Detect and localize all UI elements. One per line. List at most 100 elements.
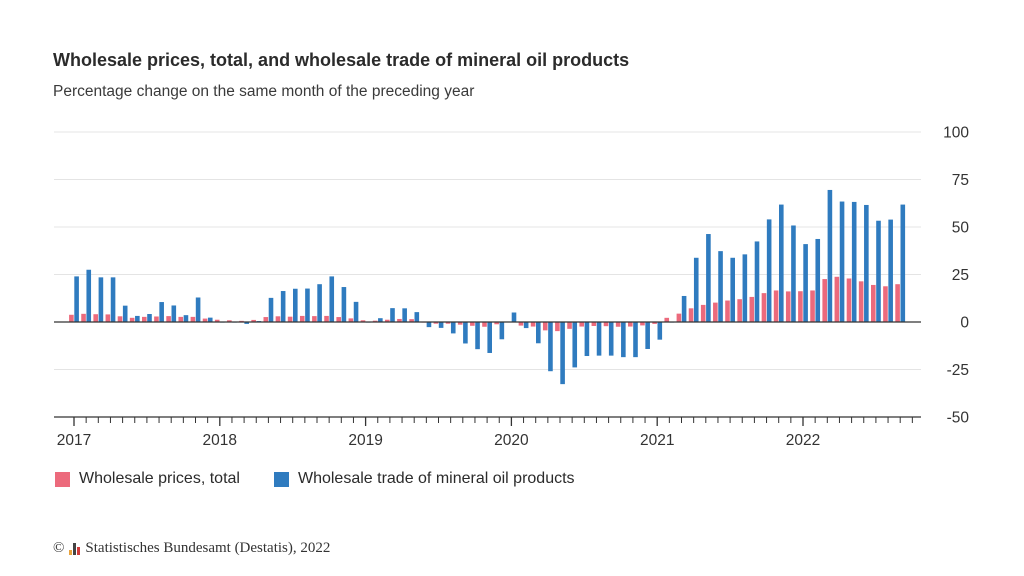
bar-mineral xyxy=(499,322,505,340)
bar-wholesale xyxy=(773,290,779,322)
bar-mineral xyxy=(74,276,79,322)
bar-mineral xyxy=(159,302,164,322)
bar-mineral xyxy=(621,322,626,358)
y-axis-ticks: 100 75 50 25 0 -25 -50 xyxy=(943,125,969,427)
bar-mineral xyxy=(402,308,407,322)
bar-mineral xyxy=(98,277,104,322)
bar-wholesale xyxy=(312,316,317,322)
legend-item-mineral[interactable]: Wholesale trade of mineral oil products xyxy=(273,470,575,488)
bar-wholesale xyxy=(591,322,597,326)
bar-mineral xyxy=(293,288,298,322)
bar-wholesale xyxy=(603,322,609,327)
bar-mineral xyxy=(876,220,881,322)
bar-wholesale xyxy=(615,322,621,327)
bar-wholesale xyxy=(69,314,74,322)
copyright-symbol: © xyxy=(53,540,65,556)
bar-wholesale xyxy=(190,316,196,322)
bar-mineral xyxy=(86,269,92,322)
bar-wholesale xyxy=(688,308,694,322)
bar-wholesale xyxy=(579,322,584,327)
legend-label-mineral: Wholesale trade of mineral oil products xyxy=(297,470,575,487)
bar-wholesale xyxy=(433,322,439,324)
bar-mineral xyxy=(633,322,638,358)
bar-mineral xyxy=(329,276,335,322)
bar-wholesale xyxy=(785,291,791,322)
bar-mineral xyxy=(888,219,893,322)
bar-wholesale xyxy=(700,304,706,322)
bar-wholesale xyxy=(470,322,475,326)
bar-mineral xyxy=(791,225,796,322)
bar-wholesale xyxy=(287,316,293,322)
bar-mineral xyxy=(815,238,821,322)
bar-mineral xyxy=(511,312,517,322)
bar-wholesale xyxy=(81,313,86,322)
bar-mineral xyxy=(280,291,286,322)
y-tick-label: 75 xyxy=(952,172,969,189)
bar-wholesale xyxy=(336,317,341,322)
bar-mineral xyxy=(244,322,249,324)
bar-wholesale xyxy=(445,322,451,324)
legend-swatch-wholesale xyxy=(55,471,70,487)
bar-mineral xyxy=(122,305,128,322)
bar-wholesale xyxy=(360,320,366,322)
bar-mineral xyxy=(353,301,359,322)
bar-wholesale xyxy=(858,281,864,322)
bar-mineral xyxy=(779,204,784,322)
bar-wholesale xyxy=(834,276,840,322)
bar-mineral xyxy=(183,315,189,322)
bar-wholesale xyxy=(567,322,572,329)
bar-wholesale xyxy=(263,317,269,322)
bar-wholesale xyxy=(822,279,827,322)
bar-wholesale xyxy=(676,313,682,322)
bar-mineral xyxy=(450,322,456,334)
bar-wholesale xyxy=(397,318,402,322)
bar-mineral xyxy=(693,257,699,322)
gridlines xyxy=(54,131,921,418)
bar-wholesale xyxy=(385,319,390,322)
bar-wholesale xyxy=(555,322,560,332)
bar-wholesale xyxy=(664,317,670,322)
y-tick-label: 0 xyxy=(960,315,969,332)
bar-wholesale xyxy=(251,319,256,322)
bar-wholesale xyxy=(409,319,414,322)
bar-wholesale xyxy=(713,302,718,322)
bar-mineral xyxy=(378,318,383,322)
bar-wholesale xyxy=(457,322,463,325)
bar-mineral xyxy=(487,322,492,353)
bar-mineral xyxy=(147,314,152,322)
bar-wholesale xyxy=(883,286,888,322)
bar-wholesale xyxy=(542,322,548,331)
bar-wholesale xyxy=(142,316,147,322)
bar-mineral xyxy=(463,322,468,344)
bar-wholesale xyxy=(895,284,900,322)
source-note: © Statistisches Bundesamt (Destatis), 20… xyxy=(53,540,330,557)
legend-item-wholesale[interactable]: Wholesale prices, total xyxy=(55,470,240,488)
bar-wholesale xyxy=(530,322,536,327)
x-tick-label: 2017 xyxy=(57,432,91,449)
legend-swatch-mineral xyxy=(273,471,289,487)
bar-wholesale xyxy=(324,315,329,322)
y-tick-label: 50 xyxy=(952,220,970,237)
bar-wholesale xyxy=(227,320,232,322)
bar-wholesale xyxy=(482,322,487,327)
bar-wholesale xyxy=(117,316,123,322)
bar-wholesale xyxy=(129,317,135,322)
bar-wholesale xyxy=(761,293,767,322)
bar-wholesale xyxy=(299,315,305,322)
bar-wholesale xyxy=(652,322,657,324)
bar-wholesale xyxy=(810,290,815,322)
bar-wholesale xyxy=(275,316,281,322)
bar-mineral xyxy=(317,284,322,322)
bar-mineral xyxy=(681,295,687,322)
bar-mineral xyxy=(171,305,177,322)
bar-wholesale xyxy=(166,316,171,322)
bar-mineral xyxy=(438,322,444,328)
bar-mineral xyxy=(414,312,420,322)
bar-wholesale xyxy=(640,322,645,326)
bar-wholesale xyxy=(202,318,208,322)
bar-mineral xyxy=(766,219,772,322)
bar-mineral xyxy=(426,322,432,328)
bar-mineral xyxy=(305,288,310,322)
bar-mineral xyxy=(110,277,116,322)
